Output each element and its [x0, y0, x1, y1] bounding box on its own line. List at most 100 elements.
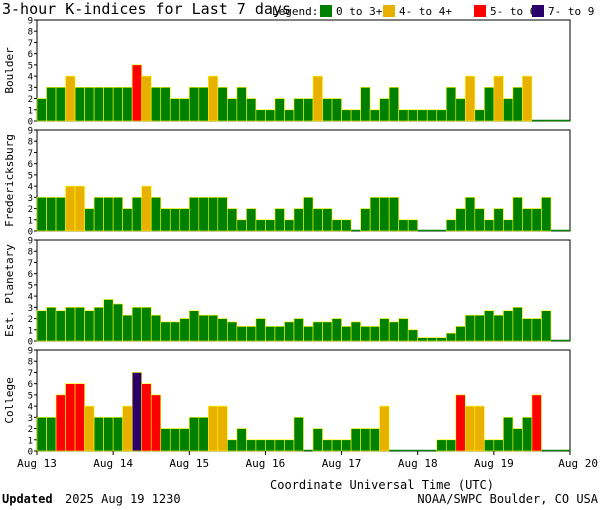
- k-bar: [141, 75, 152, 122]
- x-tick-label: Aug 13: [17, 457, 57, 470]
- k-bar: [246, 208, 257, 232]
- k-bar: [208, 405, 219, 452]
- k-bar: [360, 208, 371, 232]
- k-bar: [46, 417, 57, 452]
- y-tick-label: 6: [28, 160, 33, 170]
- k-bar: [522, 75, 533, 122]
- k-bar: [293, 417, 304, 452]
- k-bar: [188, 417, 200, 452]
- k-bar: [388, 197, 399, 232]
- k-bar: [179, 318, 190, 342]
- k-bar: [246, 439, 257, 452]
- k-bar: [160, 321, 171, 342]
- y-tick-label: 5: [28, 171, 33, 181]
- k-bar: [284, 321, 295, 342]
- k-bar: [312, 321, 323, 342]
- k-bar: [274, 326, 285, 342]
- x-tick-label: Aug 17: [322, 457, 362, 470]
- k-bar: [379, 197, 390, 232]
- k-bar: [445, 219, 457, 232]
- k-bar: [112, 197, 123, 232]
- k-bar: [227, 208, 238, 232]
- k-bar: [455, 394, 466, 452]
- k-bar: [522, 208, 533, 232]
- k-bar: [55, 197, 66, 232]
- k-bar: [398, 219, 409, 232]
- k-bar: [417, 109, 428, 122]
- k-bar: [46, 197, 57, 232]
- k-bar: [484, 310, 495, 342]
- k-bar: [36, 197, 47, 232]
- legend-entry-label: 0 to 3+: [336, 5, 383, 18]
- k-bar: [36, 310, 47, 342]
- k-bar: [160, 208, 171, 232]
- y-tick-label: 3: [28, 414, 33, 424]
- k-bar: [198, 417, 209, 452]
- y-tick-label: 2: [28, 315, 33, 325]
- k-bar: [208, 75, 219, 122]
- y-tick-label: 5: [28, 391, 33, 401]
- k-bar: [303, 326, 314, 342]
- k-bar: [274, 208, 285, 232]
- k-bar: [141, 307, 152, 342]
- k-bar: [493, 314, 504, 342]
- y-tick-label: 8: [28, 138, 33, 148]
- k-bar: [227, 98, 238, 122]
- k-bar: [169, 428, 181, 452]
- k-bar: [341, 326, 352, 342]
- k-bar: [369, 109, 380, 122]
- k-bar: [84, 310, 95, 342]
- y-tick-label: 2: [28, 95, 33, 105]
- legend-entry-label: 7- to 9: [548, 5, 594, 18]
- k-bar: [227, 321, 238, 342]
- k-bar: [426, 109, 438, 122]
- k-bar: [503, 98, 514, 122]
- k-bar: [445, 87, 457, 122]
- k-bar: [255, 219, 266, 232]
- k-bar: [341, 219, 352, 232]
- k-bar: [303, 197, 314, 232]
- k-bar: [331, 318, 342, 342]
- k-bar: [217, 318, 228, 342]
- y-tick-label: 0: [28, 448, 33, 458]
- k-bar: [122, 87, 133, 122]
- k-bar: [284, 219, 295, 232]
- k-bar: [512, 197, 523, 232]
- y-tick-label: 3: [28, 304, 33, 314]
- panel-label: Est. Planetary: [3, 244, 16, 337]
- k-bar: [388, 321, 399, 342]
- y-tick-label: 4: [28, 183, 33, 193]
- k-bar: [312, 75, 323, 122]
- x-tick-label: Aug 19: [474, 457, 514, 470]
- panel-label: Fredericksburg: [3, 134, 16, 227]
- k-bar: [217, 405, 228, 452]
- k-bar: [426, 337, 438, 342]
- y-tick-label: 5: [28, 281, 33, 291]
- y-tick-label: 4: [28, 293, 33, 303]
- k-bar: [36, 98, 47, 122]
- k-bar: [417, 337, 428, 342]
- k-bar: [474, 405, 485, 452]
- k-bar: [93, 307, 104, 342]
- k-bar: [293, 208, 304, 232]
- k-bar: [379, 98, 390, 122]
- k-bar: [198, 87, 209, 122]
- k-bar: [341, 109, 352, 122]
- k-bar: [398, 318, 409, 342]
- k-bar: [407, 109, 419, 122]
- k-bar: [208, 314, 219, 342]
- k-bar: [512, 428, 523, 452]
- panel-label: College: [3, 377, 16, 423]
- k-bar: [484, 87, 495, 122]
- k-bar: [74, 185, 85, 232]
- k-bar: [322, 208, 333, 232]
- k-bar: [265, 109, 276, 122]
- k-bar: [265, 439, 276, 452]
- k-bar: [360, 326, 371, 342]
- k-bar: [141, 383, 152, 452]
- k-bar: [503, 417, 514, 452]
- k-bar: [541, 197, 552, 232]
- y-tick-label: 1: [28, 106, 33, 116]
- y-tick-label: 9: [28, 127, 33, 137]
